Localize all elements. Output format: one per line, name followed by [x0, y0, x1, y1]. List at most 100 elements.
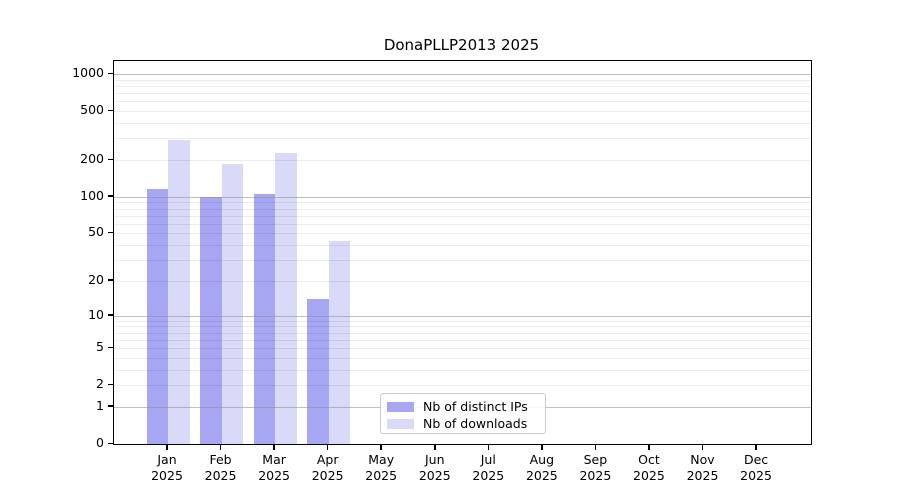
- legend-label-downloads: Nb of downloads: [423, 416, 528, 431]
- minor-gridline: [114, 280, 811, 282]
- x-tick-month: Jun: [424, 452, 445, 467]
- legend: Nb of distinct IPs Nb of downloads: [380, 393, 546, 434]
- bar-distinct-ips: [146, 189, 168, 444]
- y-tick-label: 200: [80, 151, 104, 167]
- x-tick-month: Apr: [316, 452, 339, 467]
- minor-gridline: [114, 369, 811, 371]
- minor-gridline: [114, 348, 811, 350]
- x-tick-year: 2025: [472, 468, 505, 483]
- y-tick-label: 2: [96, 376, 104, 392]
- x-tick-month: Aug: [529, 452, 555, 467]
- x-tick-label: Oct 2025: [617, 452, 681, 484]
- x-tick-year: 2025: [365, 468, 398, 483]
- minor-gridline: [114, 339, 811, 341]
- bar-distinct-ips: [200, 196, 222, 444]
- plot-area: [113, 60, 812, 445]
- x-tick-month: Nov: [690, 452, 715, 467]
- y-tick-label: 1: [96, 397, 104, 413]
- x-tick-month: Mar: [262, 452, 286, 467]
- minor-gridline: [114, 233, 811, 235]
- minor-gridline: [114, 332, 811, 334]
- major-gridline: [114, 74, 811, 76]
- x-tick-mark: [487, 444, 490, 450]
- legend-item-downloads: Nb of downloads: [387, 415, 537, 432]
- major-gridline: [114, 315, 811, 317]
- y-tick-label: 500: [80, 102, 104, 118]
- x-tick-mark: [380, 444, 382, 450]
- x-tick-label: Apr 2025: [296, 452, 360, 484]
- y-tick-mark: [108, 231, 113, 234]
- minor-gridline: [114, 101, 811, 103]
- x-tick-mark: [701, 444, 704, 450]
- y-tick-mark: [108, 346, 113, 349]
- y-tick-label: 10: [88, 306, 104, 322]
- y-tick-label: 0: [96, 435, 104, 450]
- minor-gridline: [114, 138, 811, 140]
- bar-downloads: [221, 164, 244, 444]
- x-tick-mark: [594, 444, 597, 450]
- x-tick-year: 2025: [418, 468, 451, 483]
- x-tick-month: Oct: [638, 452, 660, 467]
- x-tick-month: Dec: [743, 452, 769, 467]
- x-tick-month: Sep: [583, 452, 608, 467]
- x-tick-year: 2025: [633, 468, 665, 483]
- y-tick-label: 100: [80, 187, 104, 203]
- minor-gridline: [114, 208, 811, 210]
- x-tick-year: 2025: [579, 468, 612, 483]
- x-tick-label: Jul 2025: [456, 452, 520, 484]
- x-tick-label: Dec 2025: [724, 452, 788, 484]
- minor-gridline: [114, 385, 811, 387]
- x-tick-label: Aug 2025: [510, 452, 574, 484]
- bar-downloads: [275, 153, 297, 444]
- bar-downloads: [168, 140, 190, 444]
- bar-distinct-ips: [253, 194, 276, 444]
- x-tick-mark: [755, 444, 757, 450]
- x-tick-year: 2025: [258, 468, 290, 483]
- minor-gridline: [114, 326, 811, 328]
- minor-gridline: [114, 93, 811, 95]
- y-tick-label: 20: [88, 271, 104, 287]
- x-tick-label: Sep 2025: [563, 452, 627, 484]
- minor-gridline: [114, 123, 811, 125]
- y-tick-mark: [108, 383, 113, 386]
- minor-gridline: [114, 320, 811, 322]
- x-tick-month: Jul: [480, 452, 496, 467]
- x-tick-mark: [648, 444, 650, 450]
- minor-gridline: [114, 85, 811, 87]
- x-tick-label: Nov 2025: [671, 452, 735, 484]
- x-tick-year: 2025: [740, 468, 772, 483]
- x-tick-mark: [434, 444, 436, 450]
- minor-gridline: [114, 160, 811, 162]
- major-gridline: [114, 196, 811, 198]
- minor-gridline: [114, 215, 811, 217]
- x-tick-mark: [326, 444, 329, 450]
- y-tick-mark: [108, 72, 113, 75]
- y-tick-mark: [108, 158, 113, 161]
- x-tick-year: 2025: [151, 468, 183, 483]
- x-tick-month: May: [368, 452, 395, 467]
- minor-gridline: [114, 260, 811, 262]
- legend-swatch-downloads: [387, 418, 414, 429]
- y-tick-mark: [108, 314, 113, 316]
- x-tick-year: 2025: [204, 468, 237, 483]
- minor-gridline: [114, 111, 811, 113]
- legend-swatch-distinct-ips: [387, 401, 414, 412]
- minor-gridline: [114, 202, 811, 204]
- legend-item-distinct-ips: Nb of distinct IPs: [387, 398, 537, 415]
- minor-gridline: [114, 223, 811, 225]
- y-tick-mark: [108, 405, 113, 407]
- minor-gridline: [114, 357, 811, 359]
- y-tick-label: 1000: [72, 65, 104, 81]
- x-tick-year: 2025: [525, 468, 558, 483]
- minor-gridline: [114, 79, 811, 81]
- x-tick-label: May 2025: [349, 452, 413, 484]
- y-tick-label: 5: [96, 339, 104, 355]
- minor-gridline: [114, 245, 811, 247]
- y-tick-mark: [108, 442, 113, 444]
- x-tick-label: Mar 2025: [242, 452, 306, 484]
- x-tick-mark: [219, 444, 222, 450]
- x-tick-year: 2025: [686, 468, 719, 483]
- x-tick-label: Jun 2025: [403, 452, 467, 484]
- x-tick-mark: [541, 444, 543, 450]
